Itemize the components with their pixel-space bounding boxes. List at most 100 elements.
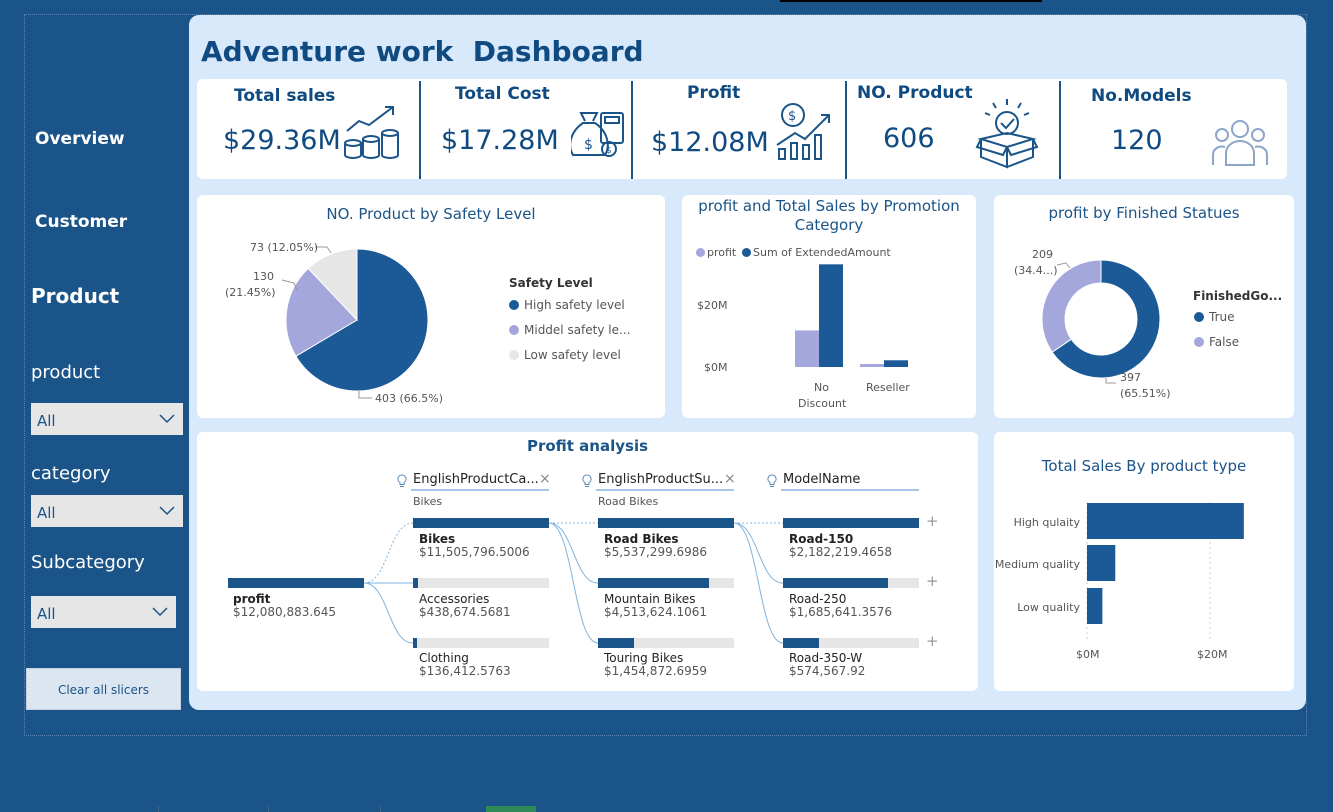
tree-node-bar[interactable] [598,638,734,648]
tree-connector [733,522,784,584]
close-icon[interactable]: × [724,471,736,487]
slicer-label-subcategory: Subcategory [31,552,145,573]
tree-node-bar[interactable] [783,518,919,528]
bar-fill [598,638,634,648]
tree-node-label: Road-250 [789,592,847,606]
category-slicer-dropdown[interactable]: All [31,495,183,527]
chevron-down-icon [159,506,175,516]
tree-node-bar[interactable] [783,638,919,648]
tree-connector [548,522,599,584]
nav-overview[interactable]: Overview [35,129,125,149]
clear-all-slicers-button[interactable]: Clear all slicers [26,668,181,710]
tree-node-bar[interactable] [413,518,549,528]
legend-label: Middel safety le... [524,323,631,337]
tree-node-bar[interactable] [598,578,734,588]
kpi-divider [845,81,847,179]
tree-node-bar[interactable] [413,578,549,588]
category-label: Low quality [1017,601,1080,614]
dashboard-panel: Adventure work Dashboard Total sales $29… [189,15,1306,710]
bar-fill [598,518,734,528]
pie-slice [285,267,358,357]
leader-line [358,391,372,399]
profit-chart-icon: $ [776,103,830,160]
page-title: Adventure work Dashboard [201,35,644,68]
bar-fill [783,638,819,648]
close-icon[interactable]: × [539,471,551,487]
kpi-label: NO. Product [857,83,973,103]
safety-level-pie-card: NO. Product by Safety Level 403 (66.5%) 1… [197,195,665,418]
legend-item-middle[interactable]: Middel safety le... [509,323,630,337]
tab-divider [268,806,269,812]
kpi-total-sales[interactable]: Total sales $29.36M [197,79,419,179]
bar [1087,545,1116,581]
legend-item-high[interactable]: High safety level [509,298,625,312]
kpi-total-cost[interactable]: Total Cost $17.28M $ $ [421,79,631,179]
subcategory-slicer-dropdown[interactable]: All [31,596,176,628]
kpi-value: 606 [883,123,935,154]
x-label: Reseller [866,381,910,394]
active-tab-indicator[interactable] [486,806,536,812]
expand-plus-icon[interactable]: + [926,512,939,530]
nav-product[interactable]: Product [31,284,120,308]
x-tick: $0M [1076,648,1100,661]
people-group-icon [1212,120,1268,166]
legend-label: True [1209,310,1235,324]
kpi-strip: Total sales $29.36M Total Cost $17.28M $ [197,79,1287,179]
header-filter-value: Bikes [413,495,443,508]
tree-node-bar[interactable] [413,638,549,648]
svg-text:$: $ [788,109,796,124]
data-label: 73 (12.05%) [250,241,318,254]
tree-node-value: $5,537,299.6986 [604,545,708,559]
expand-plus-icon[interactable]: + [926,632,939,650]
tree-node-label: Clothing [419,651,469,665]
legend-label: Low safety level [524,348,621,362]
tree-node-label: Road-150 [789,532,854,546]
nav-customer[interactable]: Customer [35,212,128,232]
chevron-down-icon [159,414,175,424]
bottom-tab-strip [0,806,1333,812]
legend-item-low[interactable]: Low safety level [509,348,621,362]
kpi-value: 120 [1111,125,1163,156]
tree-connector [733,522,784,644]
header-label: EnglishProductCa... [413,472,539,487]
chart-title-line: profit and Total Sales by Promotion [698,197,960,215]
product-type-bar-chart: High qulaity Medium quality Low quality [995,502,1244,642]
bar-fill [228,578,364,588]
promotion-bar-card: profit and Total Sales by Promotion Cate… [682,195,976,418]
legend-item-false[interactable]: False [1194,335,1239,349]
slicer-value: All [37,412,56,430]
tree-connector [548,522,599,644]
expand-plus-icon[interactable]: + [926,572,939,590]
kpi-no-product[interactable]: NO. Product 606 [847,79,1059,179]
legend-item-profit[interactable]: profit [696,246,736,259]
slicer-value: All [37,605,56,623]
bar-profit [860,364,884,367]
svg-text:$: $ [584,137,593,153]
product-slicer-dropdown[interactable]: All [31,403,183,435]
chart-title: profit by Finished Statues [1048,204,1240,222]
kpi-profit[interactable]: Profit $12.08M $ [633,79,845,179]
tree-node-bar[interactable] [228,578,364,588]
tree-connector [363,522,414,584]
tree-node-bar[interactable] [598,518,734,528]
lightbulb-icon [767,474,777,487]
tree-node-value: $574,567.92 [789,664,866,678]
product-box-icon [975,99,1039,169]
finished-donut-chart [1041,259,1161,384]
legend-item-extended[interactable]: Sum of ExtendedAmount [742,246,891,259]
legend-title: FinishedGo... [1193,289,1283,303]
tree-node-value: $12,080,883.645 [233,605,337,619]
data-label: 397 [1120,371,1141,384]
kpi-no-models[interactable]: No.Models 120 [1061,79,1287,179]
tree-node-value: $11,505,796.5006 [419,545,530,559]
legend-item-true[interactable]: True [1194,310,1235,324]
bar [1087,503,1244,539]
kpi-value: $29.36M [223,125,341,156]
header-underline [596,489,734,491]
tree-node-bar[interactable] [783,578,919,588]
pie-slice [307,248,358,322]
category-label: Medium quality [995,558,1081,571]
bar-fill [413,638,418,648]
data-label: (65.51%) [1120,387,1171,400]
bar-extended-amount [819,264,843,367]
